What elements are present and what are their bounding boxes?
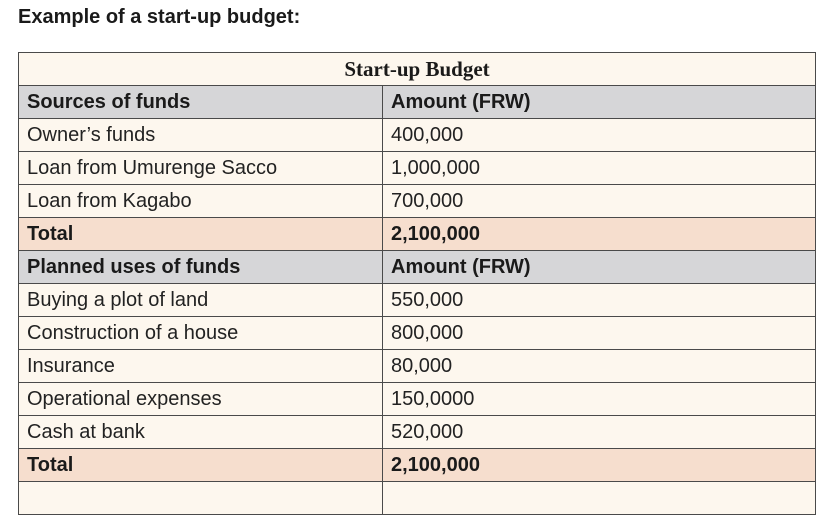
table-row: Cash at bank 520,000 xyxy=(18,415,816,449)
empty-row xyxy=(18,481,816,515)
table-title: Start-up Budget xyxy=(18,52,816,86)
table-row: Buying a plot of land 550,000 xyxy=(18,283,816,317)
row-label: Loan from Kagabo xyxy=(18,184,383,218)
row-label: Construction of a house xyxy=(18,316,383,350)
table-row: Construction of a house 800,000 xyxy=(18,316,816,350)
sources-header-amount: Amount (FRW) xyxy=(382,85,816,119)
table-row: Owner’s funds 400,000 xyxy=(18,118,816,152)
table-row: Insurance 80,000 xyxy=(18,349,816,383)
row-amount: 700,000 xyxy=(382,184,816,218)
empty-cell xyxy=(382,481,816,515)
sources-total-row: Total 2,100,000 xyxy=(18,217,816,251)
uses-header-label: Planned uses of funds xyxy=(18,250,383,284)
uses-header-amount: Amount (FRW) xyxy=(382,250,816,284)
row-amount: 550,000 xyxy=(382,283,816,317)
row-amount: 800,000 xyxy=(382,316,816,350)
uses-header-row: Planned uses of funds Amount (FRW) xyxy=(18,250,816,284)
row-amount: 1,000,000 xyxy=(382,151,816,185)
row-amount: 400,000 xyxy=(382,118,816,152)
table-row: Loan from Umurenge Sacco 1,000,000 xyxy=(18,151,816,185)
row-label: Owner’s funds xyxy=(18,118,383,152)
page-heading: Example of a start-up budget: xyxy=(18,6,301,28)
row-label: Loan from Umurenge Sacco xyxy=(18,151,383,185)
row-label: Cash at bank xyxy=(18,415,383,449)
table-row: Operational expenses 150,0000 xyxy=(18,382,816,416)
table-title-row: Start-up Budget xyxy=(18,52,816,86)
empty-cell xyxy=(18,481,383,515)
total-amount: 2,100,000 xyxy=(382,448,816,482)
row-amount: 150,0000 xyxy=(382,382,816,416)
total-label: Total xyxy=(18,217,383,251)
row-label: Insurance xyxy=(18,349,383,383)
row-label: Operational expenses xyxy=(18,382,383,416)
uses-total-row: Total 2,100,000 xyxy=(18,448,816,482)
sources-header-row: Sources of funds Amount (FRW) xyxy=(18,85,816,119)
table-row: Loan from Kagabo 700,000 xyxy=(18,184,816,218)
sources-header-label: Sources of funds xyxy=(18,85,383,119)
total-amount: 2,100,000 xyxy=(382,217,816,251)
row-amount: 80,000 xyxy=(382,349,816,383)
startup-budget-table: Start-up Budget Sources of funds Amount … xyxy=(18,52,816,515)
total-label: Total xyxy=(18,448,383,482)
row-label: Buying a plot of land xyxy=(18,283,383,317)
row-amount: 520,000 xyxy=(382,415,816,449)
